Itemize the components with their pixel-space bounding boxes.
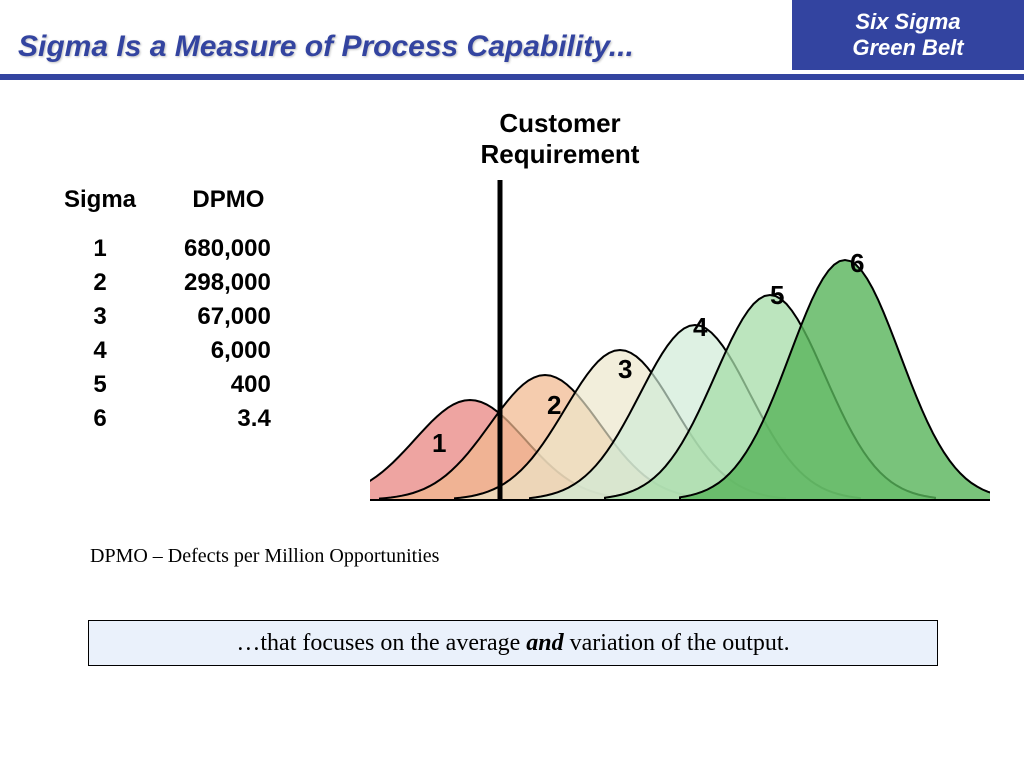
dpmo-cell: 3.4	[160, 402, 297, 436]
col-header-sigma: Sigma	[40, 180, 160, 232]
badge-line-2: Green Belt	[792, 35, 1024, 61]
curve-label-2: 2	[547, 390, 561, 421]
slide-header: Sigma Is a Measure of Process Capability…	[0, 0, 1024, 70]
conclusion-box: …that focuses on the average and variati…	[88, 620, 938, 666]
sigma-cell: 5	[40, 368, 160, 402]
sigma-cell: 1	[40, 232, 160, 266]
slide-title: Sigma Is a Measure of Process Capability…	[0, 30, 792, 70]
slide-content: Customer Requirement Sigma DPMO 1680,000…	[0, 80, 1024, 700]
sigma-cell: 3	[40, 300, 160, 334]
curve-label-5: 5	[770, 280, 784, 311]
dpmo-footnote: DPMO – Defects per Million Opportunities	[90, 545, 439, 568]
dpmo-cell: 67,000	[160, 300, 297, 334]
dpmo-cell: 6,000	[160, 334, 297, 368]
sigma-curves-chart	[370, 180, 990, 520]
dpmo-cell: 680,000	[160, 232, 297, 266]
sigma-dpmo-table: Sigma DPMO 1680,0002298,000367,00046,000…	[40, 180, 297, 436]
dpmo-cell: 298,000	[160, 266, 297, 300]
sigma-cell: 4	[40, 334, 160, 368]
curve-label-4: 4	[693, 312, 707, 343]
curve-label-1: 1	[432, 428, 446, 459]
table-row: 5400	[40, 368, 297, 402]
table-row: 367,000	[40, 300, 297, 334]
table-row: 1680,000	[40, 232, 297, 266]
customer-requirement-label: Customer Requirement	[450, 108, 670, 170]
badge-line-1: Six Sigma	[792, 9, 1024, 35]
table-row: 63.4	[40, 402, 297, 436]
conclusion-post: variation of the output.	[570, 630, 790, 657]
table-row: 2298,000	[40, 266, 297, 300]
dpmo-cell: 400	[160, 368, 297, 402]
curve-label-3: 3	[618, 354, 632, 385]
sigma-cell: 6	[40, 402, 160, 436]
table-row: 46,000	[40, 334, 297, 368]
conclusion-and: and	[526, 630, 563, 657]
curve-label-6: 6	[850, 248, 864, 279]
conclusion-pre: …that focuses on the average	[236, 630, 520, 657]
course-badge: Six Sigma Green Belt	[792, 0, 1024, 70]
col-header-dpmo: DPMO	[160, 180, 297, 232]
sigma-cell: 2	[40, 266, 160, 300]
